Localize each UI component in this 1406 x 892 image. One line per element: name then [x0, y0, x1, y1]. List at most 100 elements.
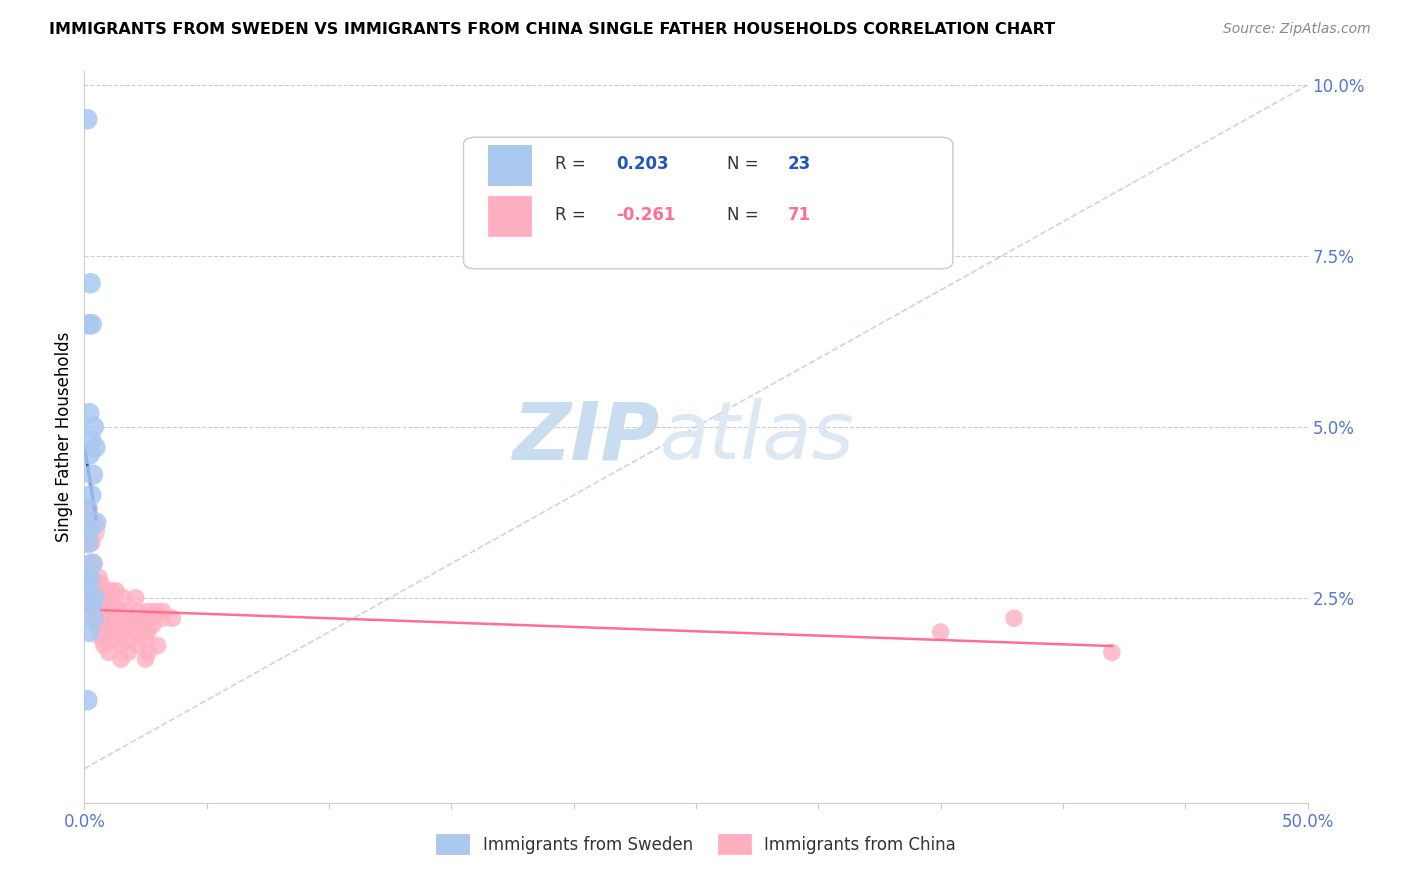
Point: [80, 598, 103, 612]
Point: [152, 604, 174, 618]
Point: [146, 639, 169, 653]
Bar: [488, 145, 531, 185]
Point: [142, 611, 165, 625]
Y-axis label: Single Father Households: Single Father Households: [55, 332, 73, 542]
Point: [77, 536, 100, 550]
Point: [100, 624, 122, 639]
Point: [83, 557, 105, 571]
Point: [80, 577, 103, 591]
Point: [125, 624, 148, 639]
Text: N =: N =: [727, 206, 763, 225]
Point: [127, 639, 149, 653]
Point: [77, 583, 100, 598]
Point: [76, 693, 98, 707]
Point: [86, 591, 108, 605]
Point: [76, 522, 98, 536]
Point: [80, 570, 103, 584]
Point: [152, 611, 174, 625]
Point: [76, 112, 98, 127]
Point: [79, 277, 101, 291]
Point: [110, 652, 132, 666]
Point: [127, 604, 149, 618]
Point: [1002, 611, 1025, 625]
Point: [83, 420, 105, 434]
Text: R =: R =: [555, 206, 592, 225]
Bar: [488, 195, 531, 235]
Point: [143, 604, 166, 618]
Point: [110, 639, 132, 653]
Point: [136, 624, 159, 639]
Point: [77, 557, 100, 571]
Text: 71: 71: [787, 206, 811, 225]
Point: [136, 645, 159, 659]
Point: [132, 611, 155, 625]
Point: [90, 632, 112, 646]
Point: [96, 618, 118, 632]
Point: [77, 501, 100, 516]
Point: [80, 591, 103, 605]
Point: [112, 611, 135, 625]
Point: [80, 536, 103, 550]
Point: [84, 440, 107, 454]
Point: [117, 618, 139, 632]
Text: IMMIGRANTS FROM SWEDEN VS IMMIGRANTS FROM CHINA SINGLE FATHER HOUSEHOLDS CORRELA: IMMIGRANTS FROM SWEDEN VS IMMIGRANTS FRO…: [49, 22, 1056, 37]
Text: 23: 23: [787, 155, 811, 173]
Point: [929, 624, 952, 639]
Point: [105, 583, 128, 598]
Point: [142, 618, 165, 632]
Point: [112, 624, 135, 639]
Point: [97, 591, 120, 605]
Legend: Immigrants from Sweden, Immigrants from China: Immigrants from Sweden, Immigrants from …: [429, 828, 963, 860]
Point: [1101, 645, 1123, 659]
Point: [107, 604, 129, 618]
Point: [83, 611, 105, 625]
Text: -0.261: -0.261: [616, 206, 676, 225]
Point: [76, 501, 98, 516]
Point: [93, 639, 115, 653]
Text: 0.203: 0.203: [616, 155, 669, 173]
Point: [129, 618, 152, 632]
Point: [84, 516, 107, 530]
Point: [100, 604, 122, 618]
Point: [87, 570, 110, 584]
Point: [135, 652, 157, 666]
Point: [80, 434, 103, 448]
Point: [80, 488, 103, 502]
Text: atlas: atlas: [659, 398, 853, 476]
Point: [87, 624, 110, 639]
Point: [82, 467, 104, 482]
Point: [103, 611, 125, 625]
Point: [83, 611, 105, 625]
Point: [87, 598, 110, 612]
Text: N =: N =: [727, 155, 763, 173]
Point: [79, 624, 101, 639]
Point: [136, 604, 159, 618]
Point: [112, 591, 135, 605]
Point: [115, 604, 138, 618]
Point: [90, 577, 112, 591]
Point: [103, 598, 125, 612]
Point: [80, 318, 103, 332]
Point: [82, 557, 104, 571]
Point: [105, 632, 128, 646]
Point: [79, 522, 101, 536]
Text: R =: R =: [555, 155, 592, 173]
Point: [83, 604, 105, 618]
Point: [122, 611, 145, 625]
FancyBboxPatch shape: [464, 137, 953, 268]
Point: [135, 632, 157, 646]
Point: [77, 406, 100, 420]
Point: [120, 632, 142, 646]
Point: [96, 598, 118, 612]
Point: [90, 604, 112, 618]
Point: [86, 577, 108, 591]
Point: [162, 611, 184, 625]
Point: [83, 583, 105, 598]
Point: [76, 570, 98, 584]
Point: [80, 598, 103, 612]
Point: [93, 611, 115, 625]
Text: ZIP: ZIP: [512, 398, 659, 476]
Point: [100, 583, 122, 598]
Point: [93, 583, 115, 598]
Point: [83, 591, 105, 605]
